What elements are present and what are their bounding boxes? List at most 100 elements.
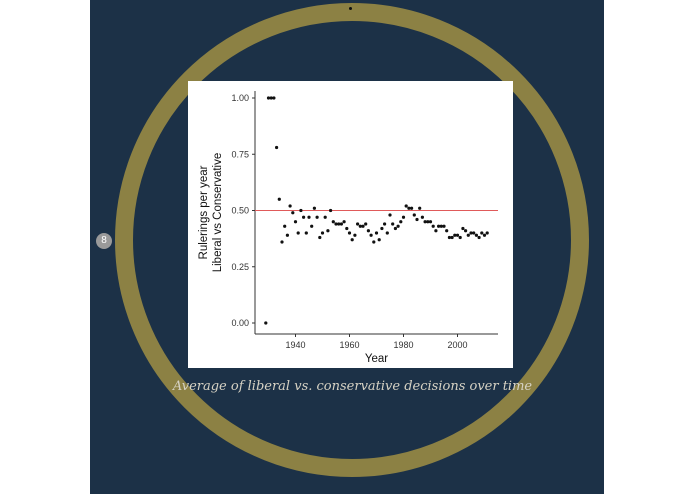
chart-caption: Average of liberal vs. conservative deci… — [172, 379, 533, 394]
data-point — [285, 233, 289, 237]
data-point — [288, 204, 292, 208]
data-point — [329, 208, 333, 213]
data-point — [434, 229, 438, 233]
data-point — [337, 222, 341, 226]
data-point — [480, 231, 484, 235]
data-point — [369, 233, 373, 237]
scatter-chart: 0.00 0.25 0.50 0.75 1.00 1940 1960 1980 2000 Year… — [198, 91, 498, 365]
data-point — [415, 217, 419, 222]
y-axis-title-line-1: Rulerings per year — [198, 165, 210, 259]
data-point — [383, 222, 387, 226]
data-point — [418, 206, 422, 210]
data-point — [474, 233, 478, 237]
y-tick-label: 0.75 — [231, 149, 249, 159]
data-point — [399, 220, 403, 224]
data-point — [326, 229, 330, 233]
data-point — [431, 224, 435, 228]
data-point — [420, 215, 424, 219]
data-point — [364, 222, 368, 226]
x-tick-label: 1960 — [339, 340, 359, 350]
data-point — [391, 222, 395, 226]
data-point — [307, 215, 311, 219]
data-point — [388, 213, 392, 217]
data-point — [299, 208, 303, 213]
data-point — [442, 224, 446, 228]
data-point — [472, 231, 476, 235]
data-point — [385, 231, 389, 235]
data-point — [466, 233, 470, 237]
data-point — [428, 220, 433, 224]
data-point — [358, 224, 362, 228]
data-point — [293, 220, 298, 224]
data-point — [272, 96, 276, 100]
data-point — [296, 231, 300, 235]
top-marker-dot — [349, 7, 352, 10]
data-point — [404, 204, 408, 208]
chart-card: 0.00 0.25 0.50 0.75 1.00 1940 1960 1980 2000 Year… — [188, 81, 513, 368]
data-point — [277, 197, 281, 201]
data-point — [477, 235, 481, 240]
x-tick-label: 1980 — [393, 340, 413, 350]
data-point — [356, 222, 360, 226]
data-point — [377, 238, 381, 242]
x-tick-label: 1940 — [285, 340, 305, 350]
data-point — [320, 231, 325, 235]
data-point — [393, 226, 397, 231]
data-point — [464, 229, 468, 233]
data-point — [350, 238, 354, 242]
data-point — [304, 231, 308, 235]
data-point — [280, 240, 284, 244]
data-point — [372, 240, 376, 244]
data-point — [264, 321, 268, 325]
slide-number-badge[interactable]: 8 — [96, 233, 112, 249]
data-point — [291, 211, 295, 215]
data-point — [312, 206, 316, 210]
data-point — [361, 224, 365, 228]
data-point — [445, 229, 449, 233]
data-point — [455, 233, 460, 237]
data-point — [275, 145, 279, 150]
y-tick-label: 0.00 — [231, 318, 249, 328]
data-point — [283, 224, 287, 228]
data-point — [353, 233, 357, 237]
y-tick-label: 0.25 — [231, 262, 249, 272]
data-point — [407, 206, 411, 210]
data-point — [347, 231, 352, 235]
data-point — [269, 96, 273, 100]
data-point — [482, 233, 487, 237]
data-point — [396, 224, 400, 228]
data-point — [453, 233, 457, 237]
data-point — [315, 215, 319, 219]
data-point — [334, 222, 338, 226]
data-point — [426, 220, 430, 224]
data-point — [318, 235, 322, 240]
data-point — [339, 222, 343, 226]
data-point — [461, 226, 465, 231]
data-point — [439, 224, 443, 228]
data-point — [410, 206, 414, 210]
data-point — [266, 96, 271, 100]
data-point — [485, 231, 489, 235]
data-point — [469, 231, 473, 235]
data-point — [380, 226, 384, 231]
data-point — [366, 229, 370, 233]
data-point — [323, 215, 327, 219]
x-axis-title: Year — [365, 353, 388, 365]
data-point — [437, 224, 441, 228]
y-axis-title-line-2: Liberal vs Conservative — [212, 153, 224, 273]
y-tick-label: 1.00 — [231, 93, 249, 103]
x-tick-label: 2000 — [447, 340, 467, 350]
y-tick-label: 0.50 — [231, 206, 249, 216]
data-point — [447, 235, 451, 240]
data-point — [310, 224, 314, 228]
data-point — [342, 220, 346, 224]
data-point — [345, 226, 349, 231]
data-point — [302, 215, 306, 219]
data-point — [450, 235, 454, 240]
data-point — [331, 220, 335, 224]
data-point — [401, 215, 406, 219]
data-point — [458, 235, 462, 240]
data-point — [374, 231, 379, 235]
data-point — [423, 220, 427, 224]
data-point — [412, 213, 416, 217]
